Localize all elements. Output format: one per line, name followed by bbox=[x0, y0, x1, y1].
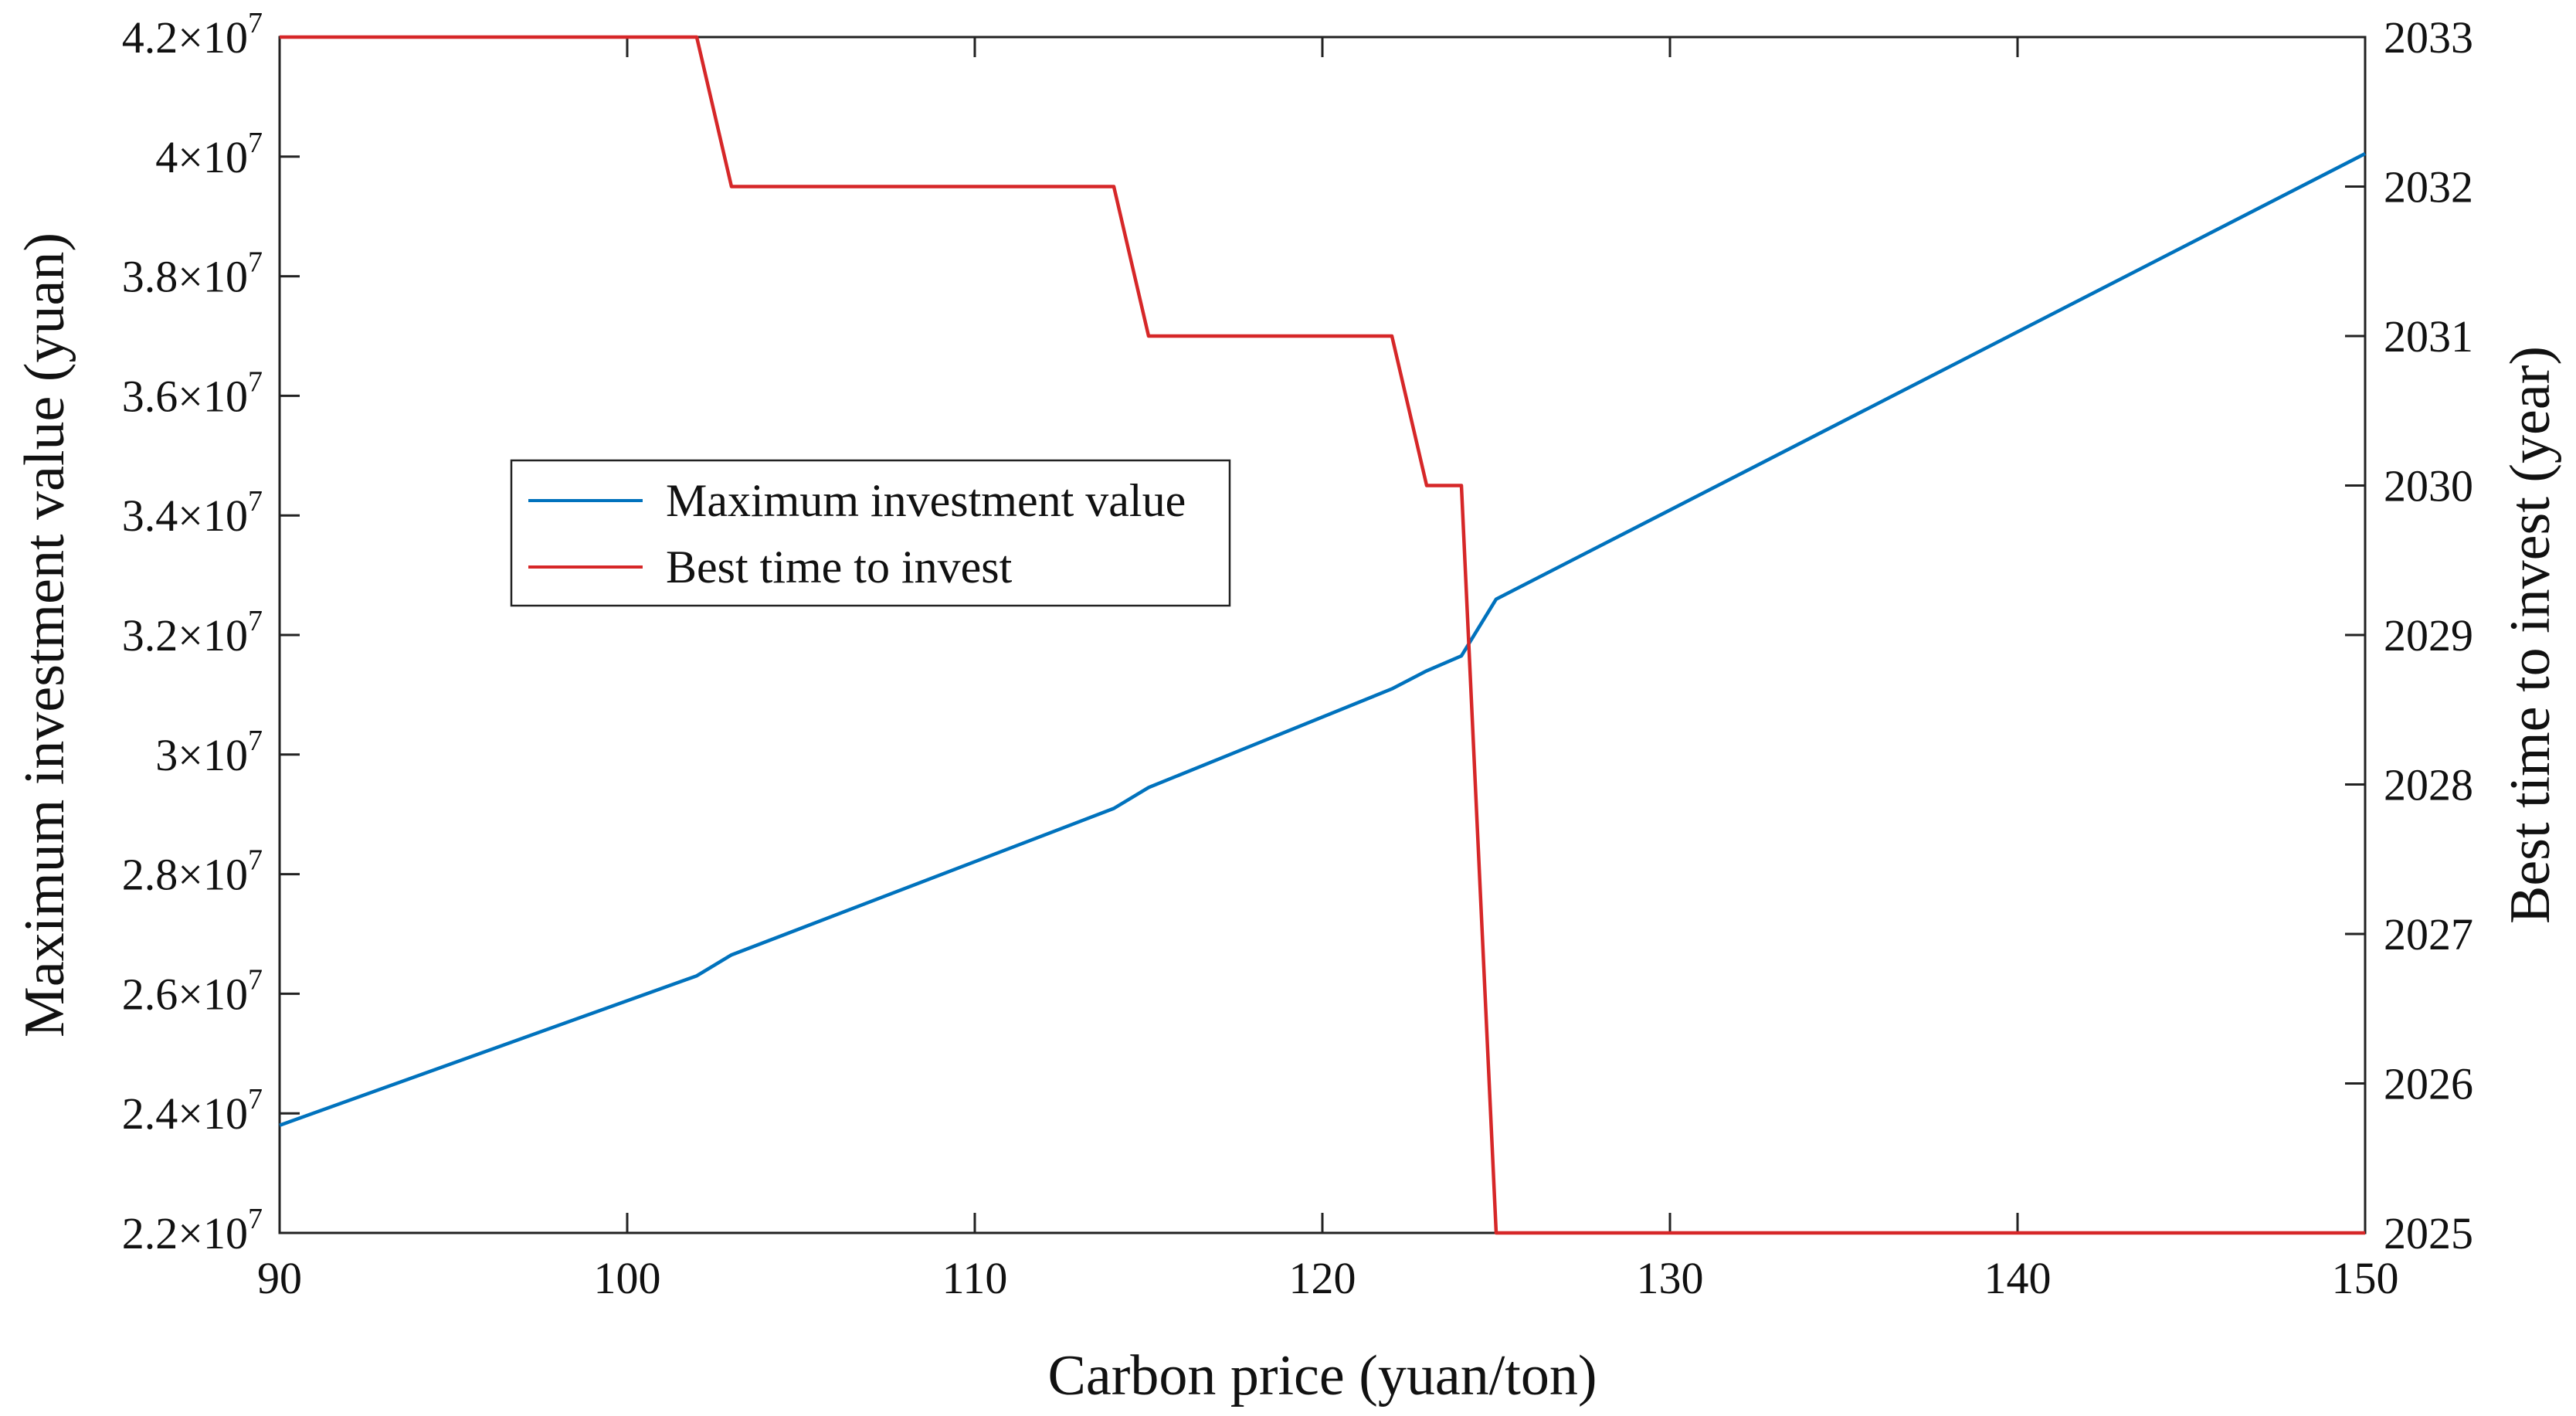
x-axis-label: Carbon price (yuan/ton) bbox=[1048, 1344, 1597, 1408]
right-y-tick-label: 2027 bbox=[2384, 909, 2473, 959]
left-y-axis: 2.2×107 2.4×107 2.6×107 2.8×107 3×107 3.2×107… bbox=[122, 7, 300, 1258]
x-tick-label: 90 bbox=[257, 1253, 302, 1303]
x-tick-label: 100 bbox=[594, 1253, 661, 1303]
best-time-to-invest-line bbox=[280, 35, 2365, 1235]
x-axis: 90 100 110 120 130 140 150 bbox=[257, 37, 2399, 1303]
right-y-tick-label: 2026 bbox=[2384, 1059, 2473, 1109]
right-y-tick-label: 2032 bbox=[2384, 162, 2473, 212]
left-y-tick-label: 3.4×107 bbox=[122, 485, 263, 541]
left-y-tick-label: 4×107 bbox=[155, 127, 263, 182]
legend-label-best-time: Best time to invest bbox=[666, 542, 1013, 593]
left-y-axis-label: Maximum investment value (yuan) bbox=[13, 233, 76, 1037]
right-y-tick-label: 2029 bbox=[2384, 610, 2473, 660]
legend: Maximum investment value Best time to in… bbox=[510, 459, 1231, 607]
right-y-tick-label: 2030 bbox=[2384, 461, 2473, 511]
left-y-tick-label: 2.8×107 bbox=[122, 844, 263, 900]
x-tick-label: 150 bbox=[2332, 1253, 2399, 1303]
right-y-tick-label: 2025 bbox=[2384, 1208, 2473, 1258]
left-y-tick-label: 2.4×107 bbox=[122, 1083, 263, 1139]
right-y-axis-label: Best time to invest (year) bbox=[2499, 346, 2562, 924]
left-y-tick-label: 2.6×107 bbox=[122, 963, 263, 1019]
left-y-tick-label: 2.2×107 bbox=[122, 1203, 263, 1258]
data-series bbox=[279, 35, 2367, 1235]
legend-box bbox=[510, 459, 1231, 607]
right-y-tick-label: 2031 bbox=[2384, 311, 2473, 362]
left-y-tick-label: 3.8×107 bbox=[122, 246, 263, 302]
max-investment-value-line bbox=[279, 151, 2367, 1127]
left-y-tick-label: 3.6×107 bbox=[122, 365, 263, 421]
right-y-axis: 2025 2026 2027 2028 2029 2030 2031 2032 2033 bbox=[2345, 12, 2473, 1258]
x-tick-label: 120 bbox=[1289, 1253, 1356, 1303]
left-y-tick-label: 3×107 bbox=[155, 725, 263, 780]
right-y-tick-label: 2028 bbox=[2384, 760, 2473, 810]
x-tick-label: 130 bbox=[1637, 1253, 1704, 1303]
legend-label-max-investment: Maximum investment value bbox=[666, 475, 1186, 526]
x-tick-label: 140 bbox=[1984, 1253, 2052, 1303]
plot-area-border bbox=[278, 36, 2367, 1234]
left-y-tick-label: 3.2×107 bbox=[122, 605, 263, 660]
left-y-tick-label: 4.2×107 bbox=[122, 7, 263, 63]
right-y-tick-label: 2033 bbox=[2384, 12, 2473, 63]
x-tick-label: 110 bbox=[942, 1253, 1008, 1303]
